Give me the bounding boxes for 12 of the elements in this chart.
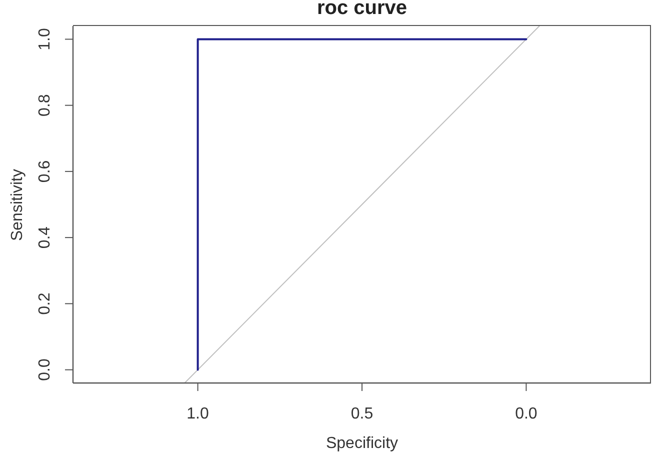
chart-title: roc curve: [316, 0, 408, 19]
x-tick-label: 0.5: [350, 406, 374, 422]
y-tick-label: 0.0: [36, 358, 54, 381]
y-tick-label: 0.4: [36, 226, 54, 249]
y-axis-title: Sensitivity: [9, 168, 27, 241]
y-tick-label: 0.8: [36, 94, 54, 116]
x-axis-title: Specificity: [326, 435, 398, 453]
y-tick-label: 0.2: [36, 292, 54, 315]
x-tick-label: 1.0: [186, 406, 210, 422]
y-tick-label: 0.6: [36, 160, 54, 183]
y-tick-label: 1.0: [36, 28, 54, 50]
x-tick-label: 0.0: [515, 406, 538, 422]
